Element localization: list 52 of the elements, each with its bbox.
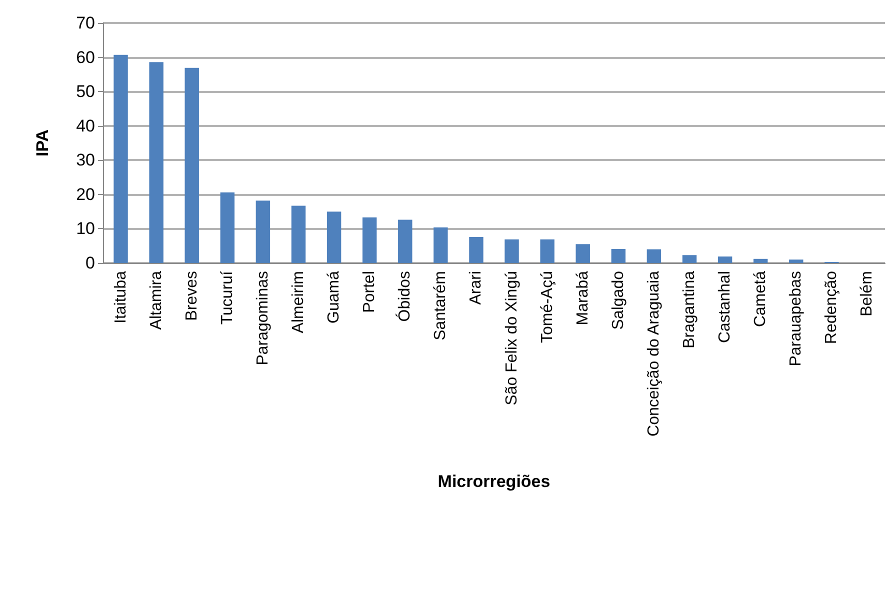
bar bbox=[789, 260, 804, 263]
bar bbox=[326, 212, 342, 263]
bar bbox=[718, 256, 732, 263]
bar bbox=[434, 227, 448, 263]
bar bbox=[256, 200, 270, 263]
bar bbox=[114, 54, 128, 263]
x-axis-title: Microrregiões bbox=[438, 472, 550, 491]
x-tick-label: Arari bbox=[468, 271, 485, 305]
y-tick-label: 70 bbox=[76, 14, 95, 32]
y-tick-label: 30 bbox=[76, 150, 95, 170]
y-tick-label: 10 bbox=[76, 219, 95, 238]
y-axis-title: IPA bbox=[33, 129, 52, 157]
x-tick-label: Santarém bbox=[432, 271, 450, 340]
y-tick-label: 50 bbox=[76, 82, 95, 102]
bar bbox=[149, 62, 164, 263]
x-tick-label: Paragominas bbox=[254, 271, 272, 366]
bar bbox=[682, 255, 697, 263]
x-tick-label: Parauapebas bbox=[788, 271, 805, 366]
x-tick-label: São Felix do Xingú bbox=[503, 271, 520, 406]
bar bbox=[184, 68, 199, 263]
bar bbox=[362, 217, 377, 263]
x-tick-label: Itaituba bbox=[112, 270, 130, 324]
x-tick-label: Altamira bbox=[148, 270, 165, 330]
bar bbox=[646, 249, 662, 263]
x-tick-label: Bragantina bbox=[681, 270, 698, 348]
y-tick-label: 20 bbox=[76, 184, 95, 204]
x-tick-label: Portel bbox=[361, 271, 378, 313]
x-tick-label: Óbidos bbox=[396, 271, 414, 322]
x-tick-label: Cametá bbox=[752, 270, 770, 328]
bar bbox=[540, 239, 554, 263]
x-tick-label: Belém bbox=[858, 271, 876, 316]
x-tick-label: Redenção bbox=[823, 270, 840, 344]
x-tick-label: Guamá bbox=[326, 270, 343, 324]
bar bbox=[753, 258, 768, 263]
bar bbox=[469, 236, 484, 263]
bar bbox=[576, 244, 590, 263]
x-tick-label: Breves bbox=[183, 271, 200, 321]
bar bbox=[611, 248, 626, 263]
y-tick-label: 0 bbox=[86, 254, 95, 272]
y-tick-label: 40 bbox=[76, 116, 95, 136]
x-tick-label: Salgado bbox=[610, 270, 627, 330]
x-tick-label: Marabá bbox=[574, 270, 592, 326]
x-tick-label: Tucuruí bbox=[218, 270, 236, 325]
bar bbox=[398, 220, 412, 263]
bar bbox=[220, 192, 235, 263]
x-tick-label: Castanhal bbox=[716, 271, 734, 344]
y-tick-label: 60 bbox=[76, 48, 95, 67]
bar bbox=[504, 239, 519, 263]
bar bbox=[291, 206, 306, 263]
x-tick-label: Almeirim bbox=[290, 271, 307, 334]
x-tick-label: Tomé-Açú bbox=[538, 271, 556, 344]
x-tick-label: Conceição do Araguaia bbox=[645, 270, 662, 436]
